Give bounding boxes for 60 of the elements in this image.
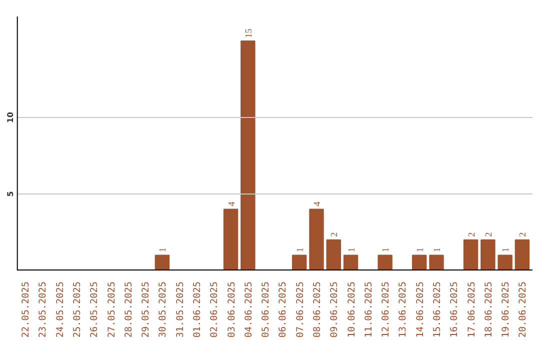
data-label: 2 <box>467 232 478 237</box>
data-label: 2 <box>330 232 340 237</box>
data-label: 1 <box>433 247 443 252</box>
data-label: 1 <box>382 247 392 252</box>
y-tick-label: 10 <box>6 111 16 124</box>
data-label: 1 <box>158 247 169 252</box>
data-label: 2 <box>484 232 494 237</box>
x-tick-label: 13.06.2025 <box>398 281 409 338</box>
x-tick-label: 07.06.2025 <box>294 281 306 338</box>
x-tick-label: 17.06.2025 <box>466 281 478 338</box>
x-tick-label: 15.06.2025 <box>432 281 443 338</box>
bar <box>412 254 427 270</box>
x-tick-label: 24.05.2025 <box>54 281 66 338</box>
x-tick-label: 04.06.2025 <box>243 281 254 338</box>
bar <box>292 254 307 270</box>
data-label: 1 <box>296 247 306 252</box>
x-tick-label: 23.05.2025 <box>38 281 49 338</box>
x-tick-label: 01.06.2025 <box>192 281 203 338</box>
bar <box>514 239 530 270</box>
data-label: 4 <box>227 201 238 206</box>
x-tick-label: 31.05.2025 <box>174 281 186 338</box>
data-label: 15 <box>244 28 254 38</box>
bar <box>429 254 444 270</box>
y-tick-label: 5 <box>6 190 16 197</box>
x-tick-label: 22.05.2025 <box>20 281 32 338</box>
x-tick-label: 20.06.2025 <box>518 281 529 338</box>
data-label: 1 <box>416 247 426 252</box>
bar <box>498 254 512 270</box>
bar <box>378 254 392 270</box>
bar <box>240 40 256 270</box>
x-tick-label: 14.06.2025 <box>414 281 426 338</box>
bar <box>463 239 478 270</box>
bar <box>326 239 341 270</box>
x-tick-label: 19.06.2025 <box>500 281 512 338</box>
data-label: 2 <box>518 232 529 237</box>
x-tick-label: 08.06.2025 <box>312 281 323 338</box>
x-tick-label: 12.06.2025 <box>380 281 392 338</box>
x-tick-label: 26.05.2025 <box>89 281 100 338</box>
x-tick-label: 09.06.2025 <box>329 281 340 338</box>
x-tick-label: 10.06.2025 <box>346 281 358 338</box>
bar <box>343 254 358 270</box>
bar <box>480 239 496 270</box>
x-tick-label: 30.05.2025 <box>158 281 169 338</box>
data-label: 4 <box>313 201 323 206</box>
x-tick-label: 03.06.2025 <box>226 281 238 338</box>
x-tick-label: 02.06.2025 <box>209 281 220 338</box>
bar <box>154 254 170 270</box>
x-tick-label: 29.05.2025 <box>140 281 152 338</box>
bar <box>223 208 238 270</box>
x-tick-label: 05.06.2025 <box>260 281 272 338</box>
x-tick-label: 27.05.2025 <box>106 281 118 338</box>
x-tick-label: 06.06.2025 <box>278 281 289 338</box>
x-tick-label: 25.05.2025 <box>72 281 83 338</box>
bar <box>309 208 324 270</box>
data-label: 1 <box>347 247 358 252</box>
x-tick-label: 16.06.2025 <box>449 281 460 338</box>
x-tick-label: 28.05.2025 <box>123 281 134 338</box>
x-tick-label: 11.06.2025 <box>363 281 374 338</box>
x-tick-label: 18.06.2025 <box>483 281 494 338</box>
data-label: 1 <box>502 247 512 252</box>
